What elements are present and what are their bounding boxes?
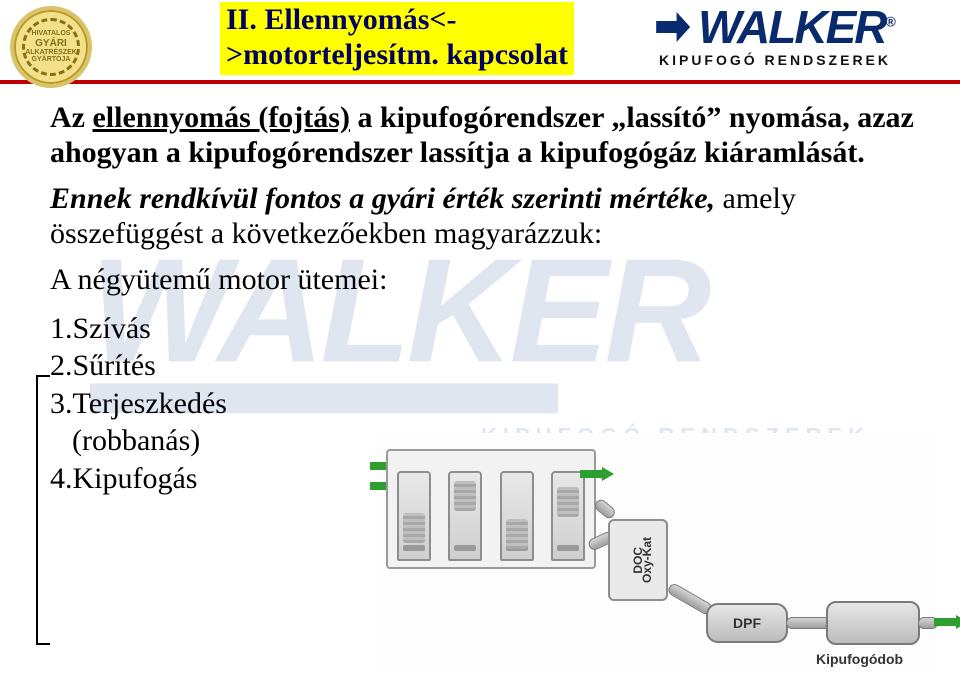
p2-em: Ennek rendkívül fontos a gyári érték sze… bbox=[50, 182, 715, 215]
title-line1: II. Ellennyomás<- bbox=[226, 2, 568, 37]
registered-mark: ® bbox=[886, 14, 894, 30]
left-bracket bbox=[36, 375, 50, 645]
oem-seal-badge: HIVATALOS GYÁRI ALKATRÉSZEK GYÁRTÓJA bbox=[10, 6, 92, 88]
badge-center2: ALKATRÉSZEK bbox=[25, 49, 77, 56]
stroke-3: 3.Terjeszkedés bbox=[50, 386, 930, 421]
badge-center1: GYÁRI bbox=[35, 38, 67, 49]
p1-quote: „lassító” nyomása, bbox=[611, 101, 857, 134]
p1-az: Az bbox=[50, 101, 92, 134]
paragraph-2: Ennek rendkívül fontos a gyári érték sze… bbox=[50, 181, 930, 252]
title-line2: >motorteljesítm. kapcsolat bbox=[226, 37, 568, 72]
arrow-engine-out bbox=[580, 467, 614, 481]
oem-seal-inner: HIVATALOS GYÁRI ALKATRÉSZEK GYÁRTÓJA bbox=[22, 18, 80, 76]
dpf: DPF bbox=[706, 603, 788, 643]
cylinder-4 bbox=[551, 471, 585, 561]
section-title: II. Ellennyomás<- >motorteljesítm. kapcs… bbox=[220, 2, 574, 75]
exhaust-diagram: DOC Oxy-Kat DPF Kipufogódob bbox=[376, 433, 936, 673]
doc-oxy-kat: DOC Oxy-Kat bbox=[608, 519, 668, 601]
walker-brand-text: WALKER bbox=[698, 1, 885, 53]
walker-logo: WALKER® KIPUFOGÓ RENDSZEREK bbox=[610, 4, 940, 68]
red-divider bbox=[0, 80, 960, 84]
piston-4 bbox=[557, 487, 579, 517]
pipe-dpf-muffler bbox=[786, 617, 830, 629]
cylinder-1 bbox=[397, 471, 431, 561]
muffler bbox=[826, 601, 920, 645]
walker-subtitle: KIPUFOGÓ RENDSZEREK bbox=[610, 52, 940, 68]
stroke-1: 1.Szívás bbox=[50, 311, 930, 346]
cylinder-2 bbox=[448, 471, 482, 561]
piston-3 bbox=[506, 519, 528, 549]
paragraph-1: Az ellennyomás (fojtás) a kipufogórendsz… bbox=[50, 100, 930, 171]
p1-underline: ellennyomás (fojtás) bbox=[92, 101, 349, 134]
badge-line1: HIVATALOS bbox=[32, 30, 71, 37]
doc-line2b: Oxy-Kat bbox=[640, 537, 654, 583]
piston-1 bbox=[403, 513, 425, 543]
walker-logo-row: WALKER® bbox=[610, 4, 940, 50]
arrow-outlet bbox=[934, 615, 960, 629]
walker-arrow-icon bbox=[656, 12, 690, 42]
badge-line2: GYÁRTÓJA bbox=[32, 56, 71, 63]
paragraph-3: A négyütemű motor ütemei: bbox=[50, 262, 930, 297]
cylinder-3 bbox=[500, 471, 534, 561]
p1-mid: a kipufogórendszer bbox=[350, 101, 611, 134]
manifold-pipe-1 bbox=[593, 497, 618, 520]
muffler-label: Kipufogódob bbox=[816, 651, 903, 667]
piston-2 bbox=[454, 481, 476, 511]
stroke-2: 2.Sűrítés bbox=[50, 348, 930, 383]
engine-block bbox=[386, 449, 596, 569]
